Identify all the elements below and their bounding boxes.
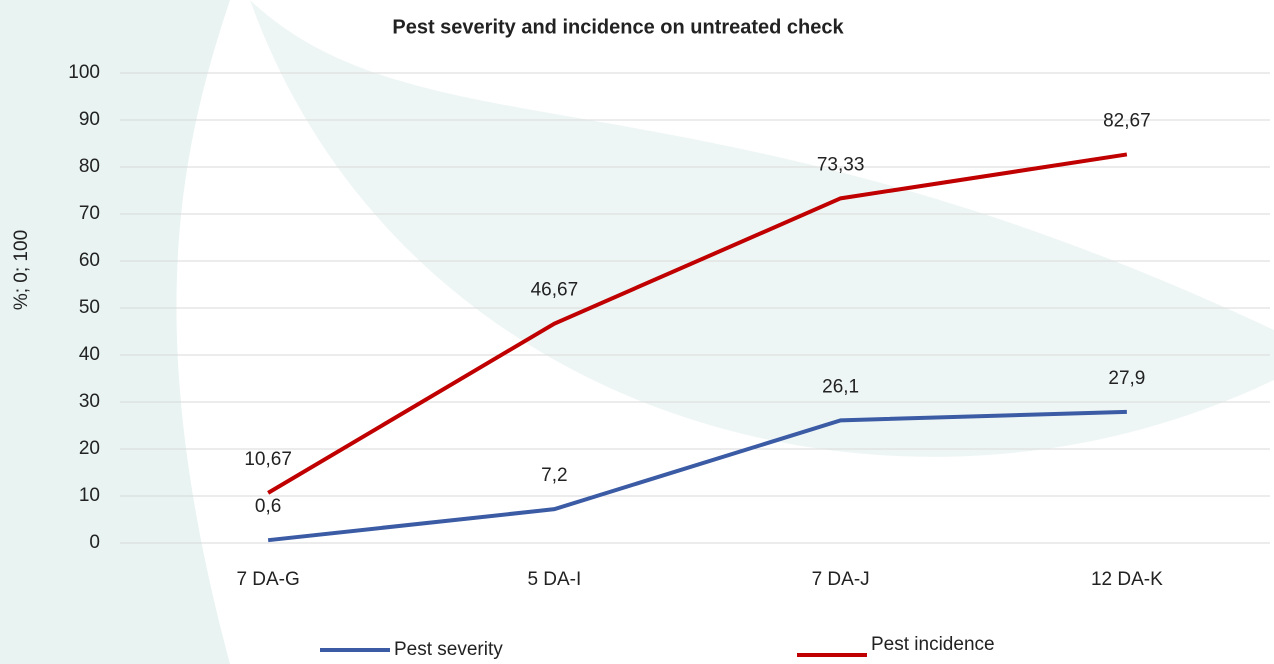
data-label: 10,67 [244,449,292,470]
y-tick-label: 70 [79,203,100,224]
data-label: 26,1 [822,376,859,397]
data-label: 27,9 [1108,368,1145,389]
y-axis-label: %; 0; 100 [11,230,32,310]
y-tick-label: 30 [79,391,100,412]
y-tick-label: 80 [79,156,100,177]
legend-label: Pest severity [394,639,503,660]
series-line [267,409,1127,543]
background-swoosh [0,0,230,664]
data-label: 73,33 [817,154,865,175]
background-swoosh [250,0,1274,457]
chart-title: Pest severity and incidence on untreated… [392,16,844,38]
x-tick-label: 7 DA-G [236,569,299,590]
y-tick-label: 0 [89,532,100,553]
y-tick-label: 20 [79,438,100,459]
y-tick-label: 90 [79,109,100,130]
data-label: 82,67 [1103,110,1151,131]
data-label: 46,67 [531,280,579,301]
series-line [267,152,1128,495]
legend-label: Pest incidence [871,634,995,655]
y-tick-label: 50 [79,297,100,318]
x-tick-label: 5 DA-I [527,569,581,590]
data-label: 0,6 [255,496,281,517]
y-tick-label: 100 [68,62,100,83]
x-tick-label: 7 DA-J [812,569,870,590]
y-tick-label: 60 [79,250,100,271]
data-label: 7,2 [541,465,567,486]
y-tick-label: 10 [79,485,100,506]
y-tick-label: 40 [79,344,100,365]
x-tick-label: 12 DA-K [1091,569,1163,590]
